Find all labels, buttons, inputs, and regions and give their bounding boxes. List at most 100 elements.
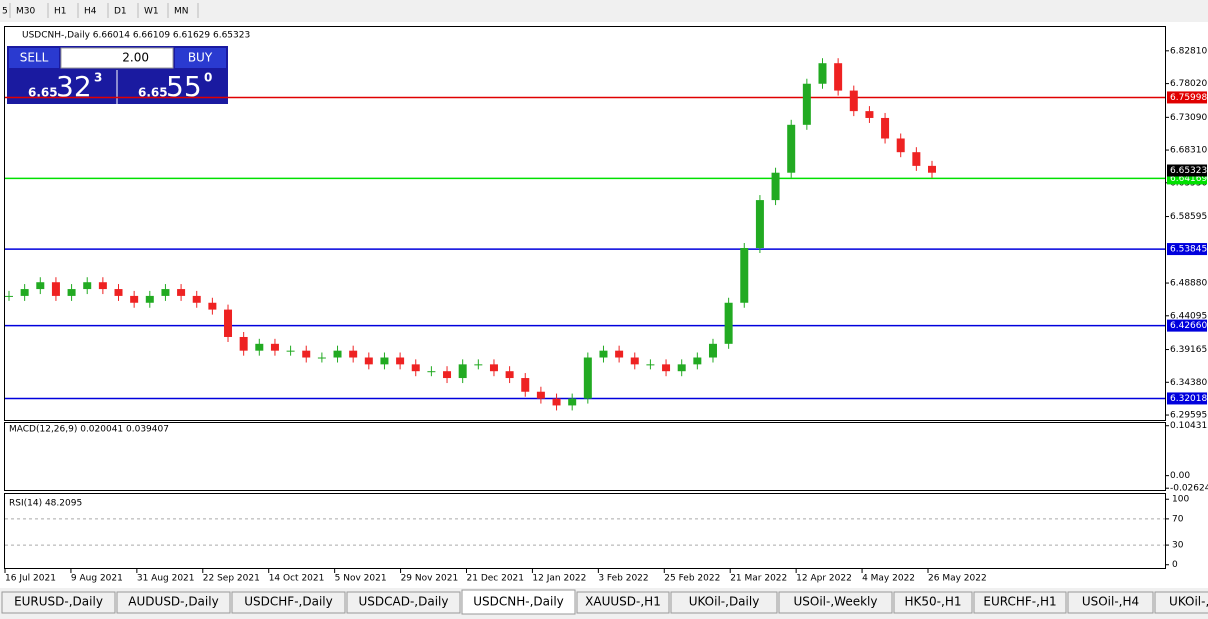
tab[interactable] bbox=[576, 591, 670, 614]
x-tick-label: 14 Oct 2021 bbox=[269, 574, 325, 584]
tab[interactable] bbox=[973, 591, 1067, 614]
buy-button[interactable] bbox=[175, 48, 226, 68]
x-tick-label: 3 Feb 2022 bbox=[598, 574, 648, 584]
candle bbox=[615, 350, 624, 358]
macd-frame bbox=[4, 422, 1166, 491]
candle bbox=[161, 289, 170, 296]
level-label: 6.53845 bbox=[1170, 245, 1207, 255]
candle bbox=[896, 138, 905, 153]
candle bbox=[177, 289, 186, 296]
tab[interactable] bbox=[1067, 591, 1154, 614]
tab[interactable] bbox=[893, 591, 973, 614]
tab-label[interactable]: AUDUSD-,Daily bbox=[128, 595, 218, 609]
chart-title: USDCNH-,Daily 6.66014 6.66109 6.61629 6.… bbox=[22, 31, 250, 41]
tab[interactable] bbox=[778, 591, 893, 614]
candle bbox=[67, 289, 76, 296]
level-label: 6.75998 bbox=[1170, 93, 1207, 103]
x-tick-label: 16 Jul 2021 bbox=[5, 574, 56, 584]
level-tag bbox=[1167, 319, 1207, 332]
candle bbox=[552, 398, 561, 406]
y-tick-label: 70 bbox=[1172, 514, 1184, 524]
y-tick-label: 0.104313 bbox=[1170, 421, 1208, 431]
candle bbox=[255, 343, 264, 351]
y-tick-label: 6.48880 bbox=[1170, 279, 1207, 289]
x-tick-label: 21 Mar 2022 bbox=[730, 574, 787, 584]
buy-price-main: 6.65 bbox=[138, 86, 168, 100]
candle bbox=[536, 391, 545, 399]
candle bbox=[192, 295, 201, 303]
y-tick-label: 6.82810 bbox=[1170, 46, 1207, 56]
candle bbox=[114, 289, 123, 296]
timeframe-button[interactable]: H4 bbox=[84, 7, 97, 17]
level-tag bbox=[1167, 91, 1207, 104]
x-tick-label: 31 Aug 2021 bbox=[137, 574, 195, 584]
tab-label[interactable]: USOil-,H4 bbox=[1082, 595, 1139, 609]
tab-label[interactable]: USDCHF-,Daily bbox=[244, 595, 332, 609]
tab-label[interactable]: USDCAD-,Daily bbox=[359, 595, 449, 609]
y-tick-label: 6.58595 bbox=[1170, 212, 1207, 222]
candle bbox=[349, 350, 358, 358]
tab-label[interactable]: USOil-,Weekly bbox=[794, 595, 878, 609]
y-tick-label: 0.00 bbox=[1170, 471, 1190, 481]
timeframe-button[interactable]: W1 bbox=[144, 7, 159, 17]
y-tick-label: 30 bbox=[1172, 541, 1184, 551]
candle bbox=[865, 111, 874, 118]
candle bbox=[333, 350, 342, 358]
y-tick-label: 6.39165 bbox=[1170, 345, 1207, 355]
candle bbox=[802, 83, 811, 125]
sell-label: SELL bbox=[20, 51, 49, 65]
candle bbox=[568, 398, 577, 406]
lots-input[interactable] bbox=[60, 47, 174, 69]
candle bbox=[270, 343, 279, 351]
tab[interactable] bbox=[231, 591, 346, 614]
rsi-title: RSI(14) 48.2095 bbox=[9, 499, 82, 509]
candle bbox=[51, 282, 60, 296]
tab[interactable] bbox=[116, 591, 231, 614]
tab-label[interactable]: EURCHF-,H1 bbox=[983, 595, 1056, 609]
y-tick-label: 6.68310 bbox=[1170, 146, 1207, 156]
tab[interactable] bbox=[1, 591, 116, 614]
buy-price-sup: 0 bbox=[204, 71, 212, 85]
sell-price-sup: 3 bbox=[94, 71, 102, 85]
candle bbox=[145, 295, 154, 303]
candle bbox=[286, 350, 295, 352]
tab-label[interactable]: UKOil-,H4 bbox=[1169, 595, 1208, 609]
level-tag bbox=[1167, 392, 1207, 405]
candle bbox=[458, 364, 467, 379]
tab[interactable] bbox=[346, 591, 461, 614]
candle bbox=[36, 282, 45, 290]
candle bbox=[302, 350, 311, 358]
candle bbox=[521, 378, 530, 392]
timeframe-button[interactable]: MN bbox=[174, 7, 189, 17]
sell-button[interactable] bbox=[9, 48, 59, 68]
candle bbox=[411, 364, 420, 372]
tab[interactable] bbox=[461, 589, 576, 615]
timeframe-button[interactable]: D1 bbox=[114, 7, 127, 17]
level-label: 6.32018 bbox=[1170, 394, 1207, 404]
candle bbox=[20, 289, 29, 296]
candle bbox=[834, 63, 843, 91]
tab[interactable] bbox=[670, 591, 778, 614]
macd-title: MACD(12,26,9) 0.020041 0.039407 bbox=[9, 425, 169, 435]
tab-label[interactable]: UKOil-,Daily bbox=[689, 595, 760, 609]
toolbar bbox=[0, 0, 1208, 20]
candle bbox=[755, 200, 764, 249]
timeframe-button[interactable]: M30 bbox=[16, 7, 35, 17]
candle bbox=[583, 357, 592, 399]
tab[interactable] bbox=[1154, 591, 1208, 614]
candle bbox=[224, 309, 233, 337]
candle bbox=[740, 248, 749, 303]
timeframe-button[interactable]: H1 bbox=[54, 7, 67, 17]
tab-label[interactable]: HK50-,H1 bbox=[905, 595, 962, 609]
x-tick-label: 22 Sep 2021 bbox=[203, 574, 260, 584]
tab-label[interactable]: USDCNH-,Daily bbox=[473, 595, 564, 609]
candle bbox=[239, 336, 248, 351]
timeframe-button[interactable]: 5 bbox=[2, 7, 8, 17]
x-tick-label: 12 Jan 2022 bbox=[532, 574, 586, 584]
tab-label[interactable]: XAUUSD-,H1 bbox=[585, 595, 661, 609]
candle bbox=[505, 371, 514, 379]
rsi-frame bbox=[4, 493, 1166, 569]
tab-label[interactable]: EURUSD-,Daily bbox=[14, 595, 103, 609]
